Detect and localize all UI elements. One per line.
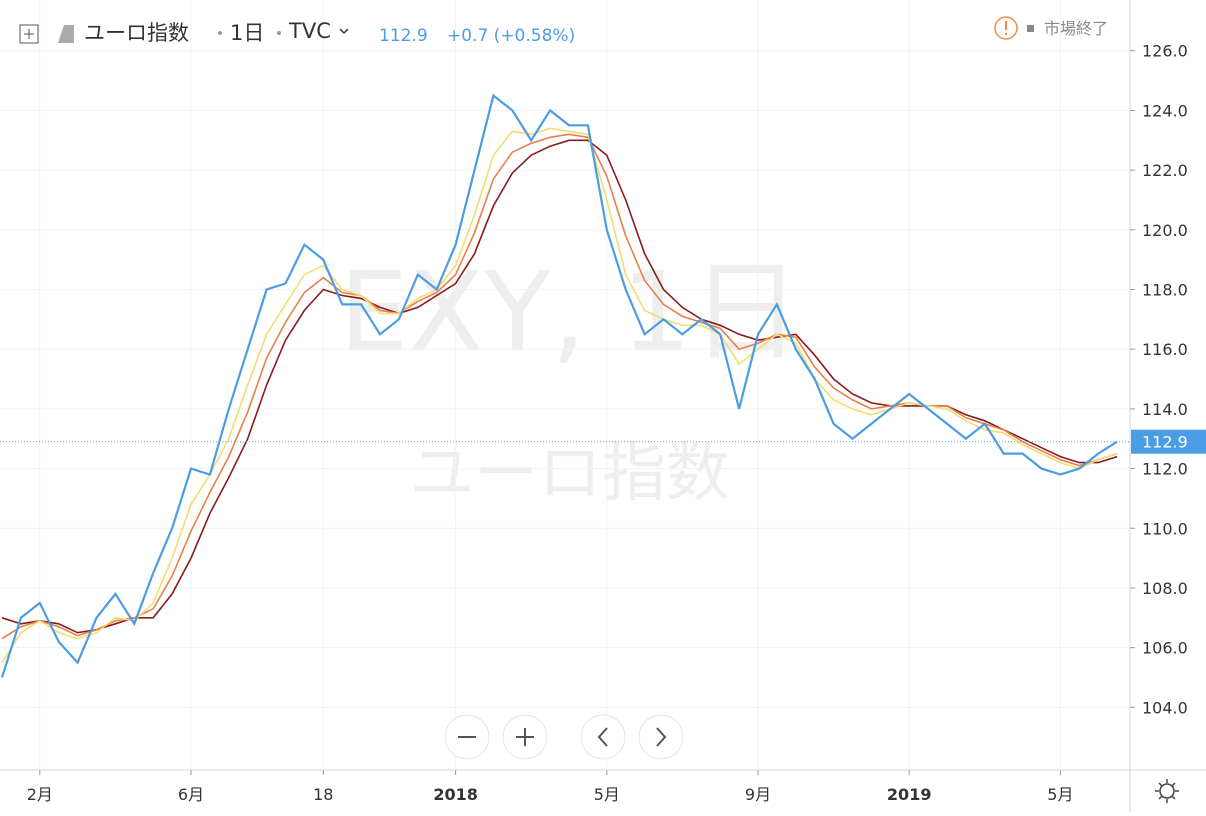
y-tick-label: 108.0	[1142, 579, 1188, 598]
y-tick-label: 114.0	[1142, 400, 1188, 419]
separator	[277, 31, 281, 35]
flag-icon	[58, 25, 74, 43]
status-dot	[1027, 25, 1034, 32]
y-tick-label: 126.0	[1142, 42, 1188, 61]
settings-icon	[1155, 779, 1179, 803]
exchange[interactable]: TVC	[288, 19, 331, 43]
market-status: 市場終了	[1044, 19, 1108, 38]
y-tick-label: 122.0	[1142, 161, 1188, 180]
scroll-right-button[interactable]	[638, 714, 684, 760]
add-icon	[24, 29, 34, 39]
x-tick-label: 6月	[178, 785, 204, 804]
series-line	[0, 93, 1118, 678]
scroll-left-button[interactable]	[580, 714, 626, 760]
symbol[interactable]: ユーロ指数	[84, 21, 189, 45]
x-tick-label: 2月	[27, 785, 53, 804]
dropdown-icon[interactable]	[339, 28, 349, 35]
interval[interactable]: 1日	[230, 21, 264, 45]
x-tick-label: 9月	[745, 785, 771, 804]
watermark: ユーロ指数	[410, 437, 730, 511]
left-icon	[597, 727, 608, 747]
x-tick-label: 5月	[594, 785, 620, 804]
x-tick-label: 2019	[887, 785, 932, 804]
x-tick-label: 2018	[433, 785, 478, 804]
nav-buttons	[444, 714, 684, 760]
y-tick-label: 116.0	[1142, 340, 1188, 359]
y-tick-label: 112.0	[1142, 460, 1188, 479]
y-tick-label: 104.0	[1142, 698, 1188, 717]
x-tick-label: 18	[313, 785, 333, 804]
settings-icon[interactable]	[1159, 783, 1175, 799]
separator	[218, 31, 222, 35]
last-price-badge	[1131, 429, 1206, 454]
warning-icon[interactable]	[994, 16, 1018, 40]
add-icon[interactable]	[19, 24, 39, 44]
y-tick-label: 120.0	[1142, 221, 1188, 240]
last-price: 112.9	[379, 26, 428, 46]
watermark: EXY, 1日	[339, 248, 801, 376]
plus-icon	[516, 728, 534, 746]
y-tick-label: 118.0	[1142, 280, 1188, 299]
y-tick-label: 106.0	[1142, 639, 1188, 658]
series-line	[1, 127, 1118, 664]
y-tick-label: 110.0	[1142, 519, 1188, 538]
x-tick-label: 5月	[1047, 785, 1073, 804]
y-tick-label: 124.0	[1142, 101, 1188, 120]
price-change: +0.7 (+0.58%)	[447, 26, 575, 46]
last-price-label: 112.9	[1142, 433, 1188, 452]
right-icon	[656, 727, 667, 747]
